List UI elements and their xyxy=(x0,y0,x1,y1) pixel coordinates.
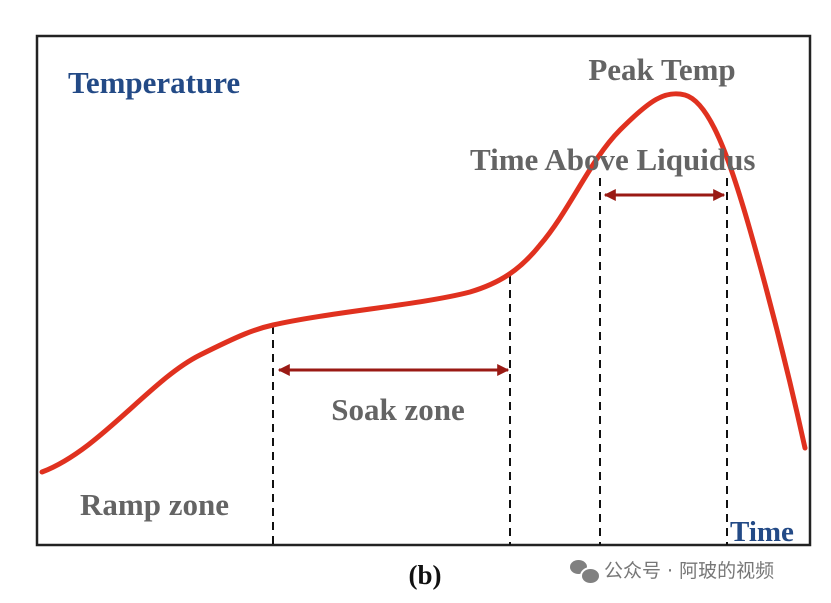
y-axis-label: Temperature xyxy=(68,65,240,100)
peak-temp-label: Peak Temp xyxy=(588,52,735,87)
watermark-text: 公众号 · 阿玻的视频 xyxy=(604,560,775,582)
soak-zone-label: Soak zone xyxy=(331,392,465,427)
ramp-zone-label: Ramp zone xyxy=(80,487,229,522)
tal-label: Time Above Liquidus xyxy=(470,142,755,177)
temperature-curve xyxy=(39,91,808,475)
x-axis-label: Time xyxy=(730,516,794,548)
plot-frame xyxy=(35,34,812,547)
watermark: 公众号 · 阿玻的视频 xyxy=(570,556,775,585)
figure-caption: (b) xyxy=(409,560,442,590)
wechat-icon xyxy=(570,558,601,585)
